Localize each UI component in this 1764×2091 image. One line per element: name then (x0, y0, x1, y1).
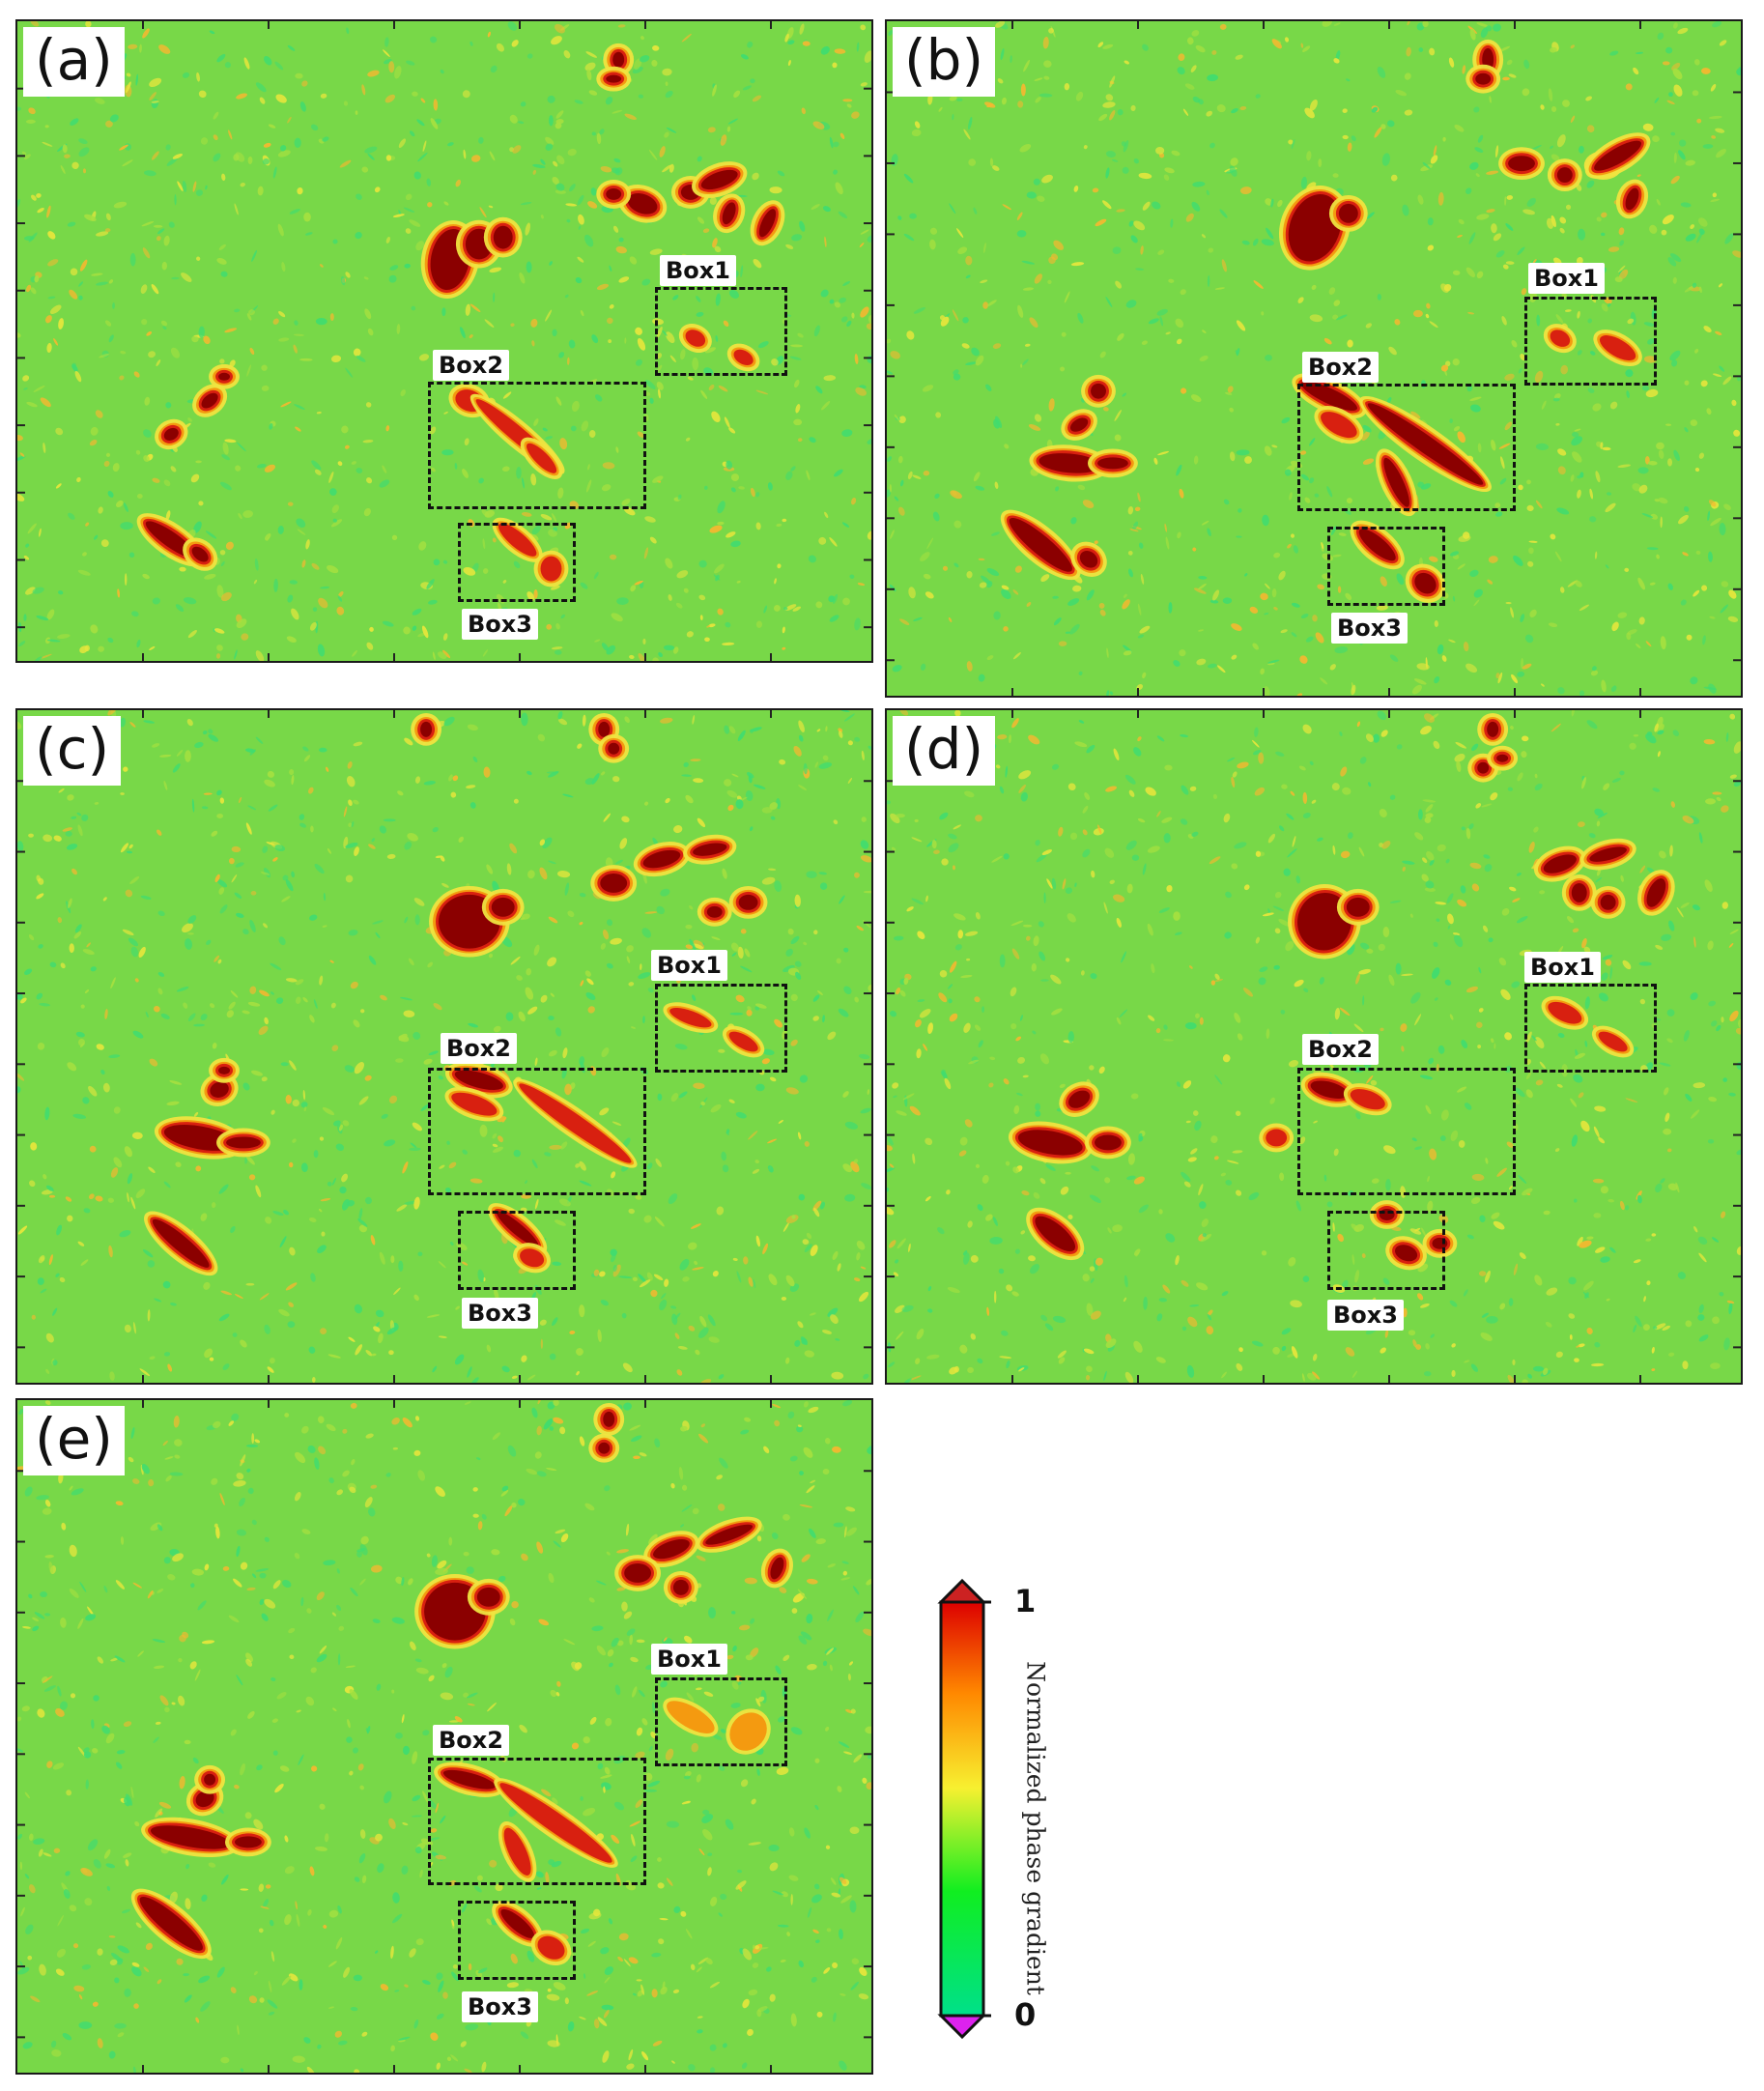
roi-box-2 (1297, 1068, 1516, 1195)
roi-box-label-1: Box1 (651, 950, 727, 981)
roi-box-3 (458, 523, 576, 602)
colorbar-title: Normalized phase gradient (1021, 1661, 1050, 1995)
roi-box-3 (1327, 527, 1445, 606)
colorbar-min-label: 0 (1014, 1996, 1037, 2033)
roi-box-3 (1327, 1211, 1445, 1290)
roi-box-label-3: Box3 (462, 1991, 538, 2022)
roi-box-label-3: Box3 (1327, 1300, 1404, 1331)
panel-label: (a) (23, 27, 125, 97)
roi-box-label-2: Box2 (1302, 352, 1379, 383)
panel-label: (d) (893, 716, 996, 786)
roi-box-1 (655, 287, 787, 376)
colorbar-max-label: 1 (1014, 1583, 1037, 1619)
roi-box-label-2: Box2 (441, 1033, 517, 1064)
panel-b: Box1 Box2 Box3 (b) (885, 19, 1743, 698)
roi-box-label-1: Box1 (1524, 952, 1601, 983)
roi-box-1 (1524, 297, 1657, 386)
panel-label: (e) (23, 1406, 125, 1475)
roi-box-3 (458, 1211, 576, 1290)
roi-box-label-1: Box1 (660, 255, 736, 286)
roi-box-label-2: Box2 (433, 350, 509, 381)
colorbar-graphic (937, 1578, 991, 2040)
roi-box-label-2: Box2 (433, 1725, 509, 1756)
roi-box-label-3: Box3 (1331, 613, 1408, 644)
phase-gradient-map (17, 21, 871, 661)
roi-box-label-1: Box1 (651, 1644, 727, 1675)
roi-box-label-3: Box3 (462, 609, 538, 640)
panel-d: Box1 Box2 Box3 (d) (885, 708, 1743, 1385)
roi-box-label-2: Box2 (1302, 1034, 1379, 1065)
roi-box-label-3: Box3 (462, 1298, 538, 1329)
roi-box-label-1: Box1 (1528, 263, 1605, 294)
panel-c: Box1 Box2 Box3 (c) (15, 708, 873, 1385)
roi-box-1 (655, 984, 787, 1073)
panel-e: Box1 Box2 Box3 (e) (15, 1398, 873, 2075)
panel-label: (c) (23, 716, 122, 786)
roi-box-1 (655, 1677, 787, 1766)
roi-box-2 (428, 382, 646, 509)
colorbar-under-triangle (937, 2014, 987, 2040)
colorbar-gradient (939, 1600, 985, 2018)
colorbar: 1 0 Normalized phase gradient (935, 1575, 1128, 2048)
roi-box-2 (428, 1068, 646, 1195)
panel-a: Box1 Box2 Box3 (a) (15, 19, 873, 663)
panel-label: (b) (893, 27, 996, 97)
roi-box-2 (1297, 384, 1516, 511)
roi-box-3 (458, 1901, 576, 1980)
roi-box-2 (428, 1758, 646, 1885)
roi-box-1 (1524, 984, 1657, 1073)
colorbar-over-triangle (937, 1578, 987, 1604)
